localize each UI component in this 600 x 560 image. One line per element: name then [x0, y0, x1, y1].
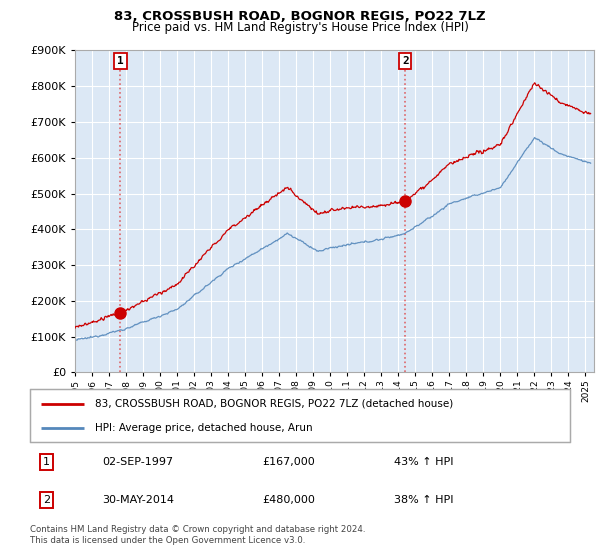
Text: HPI: Average price, detached house, Arun: HPI: Average price, detached house, Arun — [95, 423, 313, 433]
Text: £167,000: £167,000 — [262, 457, 314, 467]
Text: 43% ↑ HPI: 43% ↑ HPI — [394, 457, 454, 467]
Text: 2: 2 — [402, 56, 409, 66]
Text: 83, CROSSBUSH ROAD, BOGNOR REGIS, PO22 7LZ: 83, CROSSBUSH ROAD, BOGNOR REGIS, PO22 7… — [114, 10, 486, 23]
Text: 2: 2 — [43, 494, 50, 505]
Text: Contains HM Land Registry data © Crown copyright and database right 2024.
This d: Contains HM Land Registry data © Crown c… — [30, 525, 365, 545]
Text: 38% ↑ HPI: 38% ↑ HPI — [394, 494, 454, 505]
Text: Price paid vs. HM Land Registry's House Price Index (HPI): Price paid vs. HM Land Registry's House … — [131, 21, 469, 34]
Text: 30-MAY-2014: 30-MAY-2014 — [102, 494, 174, 505]
Text: 1: 1 — [43, 457, 50, 467]
Text: 02-SEP-1997: 02-SEP-1997 — [102, 457, 173, 467]
Text: £480,000: £480,000 — [262, 494, 315, 505]
Text: 83, CROSSBUSH ROAD, BOGNOR REGIS, PO22 7LZ (detached house): 83, CROSSBUSH ROAD, BOGNOR REGIS, PO22 7… — [95, 399, 453, 409]
Text: 1: 1 — [117, 56, 124, 66]
